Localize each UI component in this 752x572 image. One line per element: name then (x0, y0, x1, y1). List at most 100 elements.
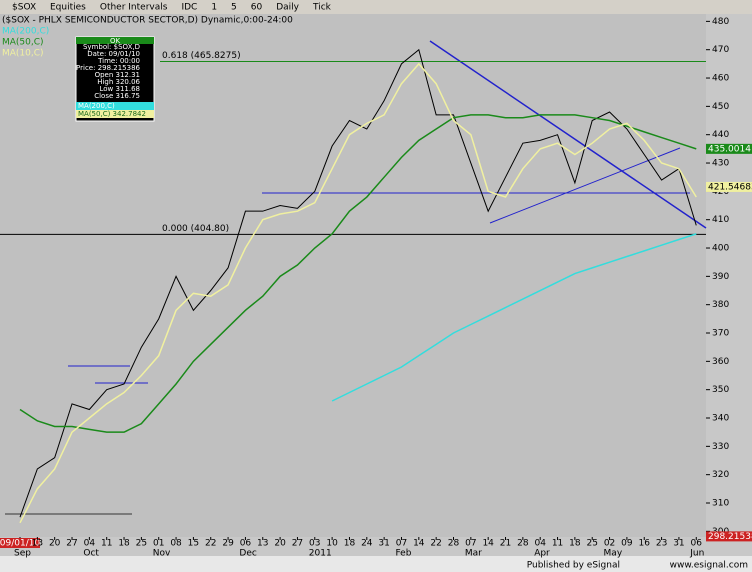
footer-published: Published by eSignal (527, 561, 620, 571)
x-tick-label: 02 (604, 539, 615, 549)
x-tick-label: 28 (517, 539, 529, 549)
x-tick-label: 15 (188, 539, 199, 549)
x-tick-label: 14 (413, 539, 425, 549)
toolbar-item[interactable]: Other Intervals (100, 3, 168, 13)
series-line (19, 48, 697, 518)
y-axis-area (706, 14, 752, 537)
y-tick-label: 390 (712, 272, 729, 282)
x-tick-label: 09 (621, 539, 633, 549)
month-label: Apr (534, 549, 550, 559)
legend-entry: MA(50,C) (2, 38, 44, 48)
y-tick-label: 340 (712, 414, 729, 424)
date-highlight (0, 538, 40, 548)
footer-url: www.esignal.com (670, 561, 748, 571)
y-tick-label: 460 (712, 74, 729, 84)
toolbar-symbol[interactable]: $SOX (12, 3, 36, 13)
value-tag-label: 421.546831 (708, 182, 752, 192)
x-tick-label: 27 (66, 539, 77, 549)
series-line (19, 62, 697, 524)
x-tick-label: 18 (569, 539, 581, 549)
info-ma-bg (76, 110, 154, 118)
toolbar-item[interactable]: 1 (211, 3, 217, 13)
x-tick-label: 25 (136, 539, 147, 549)
x-tick-label: 06 (240, 539, 252, 549)
value-tag (706, 143, 752, 154)
x-tick-label: 13 (257, 539, 268, 549)
x-tick-label: 10 (326, 539, 338, 549)
x-tick-label: 14 (482, 539, 494, 549)
month-label: Sep (14, 549, 31, 559)
y-tick-label: 310 (712, 499, 729, 509)
y-tick-label: 330 (712, 442, 729, 452)
toolbar-item[interactable]: Equities (50, 3, 86, 13)
y-tick-label: 380 (712, 300, 729, 310)
toolbar-item[interactable]: IDC (181, 3, 197, 13)
x-tick-label: 29 (222, 539, 234, 549)
y-tick-label: 370 (712, 329, 729, 339)
y-tick-label: 480 (712, 17, 729, 27)
x-tick-label: 20 (274, 539, 286, 549)
toolbar-item[interactable]: Tick (312, 3, 332, 13)
x-tick-label: 23 (656, 539, 667, 549)
x-tick-label: 08 (170, 539, 182, 549)
value-tag (706, 181, 752, 192)
info-ma-row: MA(200,C) (78, 102, 115, 110)
month-label: Feb (395, 549, 411, 559)
x-tick-label: 18 (118, 539, 130, 549)
month-label: Dec (239, 549, 256, 559)
x-tick-label: 28 (448, 539, 460, 549)
x-tick-label: 06 (691, 539, 703, 549)
x-tick-label: 04 (534, 539, 546, 549)
info-row: Price: 298.215386 (76, 64, 141, 72)
series-line (19, 114, 697, 433)
y-tick-label: 440 (712, 130, 729, 140)
x-tick-label: 18 (344, 539, 356, 549)
y-tick-label: 470 (712, 45, 729, 55)
x-tick-label: 24 (361, 539, 373, 549)
month-label: May (604, 549, 623, 559)
y-tick-label: 410 (712, 215, 729, 225)
y-tick-label: 360 (712, 357, 729, 367)
x-tick-label: 04 (84, 539, 96, 549)
toolbar-item[interactable]: 60 (251, 3, 263, 13)
legend-entry: MA(200,C) (2, 27, 49, 37)
toolbar-item[interactable]: 5 (231, 3, 237, 13)
month-label: Mar (465, 549, 482, 559)
x-tick-label: 09/01/10 (0, 539, 40, 549)
toolbar-item[interactable]: Daily (276, 3, 299, 13)
legend-entry: MA(10,C) (2, 49, 44, 59)
x-tick-label: 01 (153, 539, 164, 549)
info-ma-row: MA(50,C) 342.7842 (78, 110, 146, 118)
info-row: Open 312.31 (95, 71, 140, 79)
trend-line (429, 40, 707, 229)
info-row: Close 316.75 (94, 92, 140, 100)
x-tick-label: 07 (465, 539, 476, 549)
x-tick-label: 07 (396, 539, 407, 549)
x-tick-label: 13 (32, 539, 43, 549)
info-row: High 320.06 (97, 78, 140, 86)
month-label: Oct (83, 549, 99, 559)
info-row: Time: 00:00 (97, 57, 140, 65)
x-tick-label: 31 (673, 539, 684, 549)
x-tick-label: 31 (378, 539, 389, 549)
value-tag-label: 298.215386 (708, 532, 752, 542)
x-axis-area (0, 537, 752, 557)
x-tick-label: 22 (205, 539, 216, 549)
y-tick-label: 400 (712, 244, 729, 254)
footer-bar (0, 556, 752, 572)
value-tag-label: 435.0014 (708, 144, 751, 154)
x-tick-label: 22 (430, 539, 441, 549)
info-row: Date: 09/01/10 (87, 50, 140, 58)
month-label: Nov (153, 549, 171, 559)
x-tick-label: 20 (49, 539, 61, 549)
y-tick-label: 430 (712, 159, 729, 169)
y-tick-label: 350 (712, 385, 729, 395)
info-header: OK (110, 37, 121, 45)
month-label: 2011 (309, 549, 332, 559)
info-row: Symbol: $SOX,D (83, 43, 140, 51)
info-header-bg (76, 37, 154, 44)
y-tick-label: 320 (712, 470, 729, 480)
fib-label: 0.000 (404.80) (162, 224, 229, 234)
x-tick-label: 11 (552, 539, 563, 549)
